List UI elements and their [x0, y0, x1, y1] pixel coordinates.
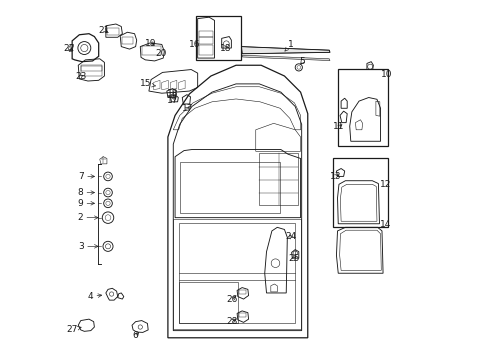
Polygon shape	[243, 55, 330, 60]
Bar	[107, 28, 119, 35]
Bar	[81, 66, 101, 71]
Bar	[199, 45, 213, 55]
Text: 27: 27	[67, 325, 81, 334]
Bar	[81, 64, 101, 76]
Bar	[199, 31, 213, 37]
Text: 7: 7	[78, 172, 95, 181]
Text: 13: 13	[330, 172, 341, 181]
Text: 28: 28	[227, 317, 238, 326]
Text: 1: 1	[285, 40, 294, 51]
Text: 16: 16	[189, 40, 200, 49]
Text: 10: 10	[381, 70, 392, 79]
Text: 11: 11	[333, 122, 344, 131]
Text: 12: 12	[380, 180, 391, 189]
Text: 22: 22	[64, 44, 75, 53]
Bar	[199, 37, 213, 44]
Text: 3: 3	[78, 242, 98, 251]
Text: 8: 8	[77, 188, 95, 197]
Bar	[333, 158, 389, 226]
Bar	[122, 37, 133, 44]
Text: 2: 2	[77, 213, 98, 222]
Text: 23: 23	[75, 72, 86, 81]
Text: 18: 18	[220, 44, 231, 53]
Bar	[338, 69, 389, 146]
Text: 4: 4	[87, 292, 102, 301]
Text: 18: 18	[167, 89, 178, 98]
Bar	[239, 313, 246, 318]
Text: 14: 14	[380, 220, 391, 229]
Text: 24: 24	[285, 232, 296, 241]
Text: 20: 20	[155, 49, 167, 58]
Text: 17: 17	[167, 96, 178, 105]
Text: 5: 5	[299, 57, 305, 66]
Text: 15: 15	[140, 80, 155, 89]
Text: 21: 21	[99, 26, 110, 35]
Polygon shape	[242, 46, 330, 54]
Bar	[143, 46, 161, 55]
Bar	[239, 290, 246, 294]
Bar	[196, 17, 241, 59]
Text: 25: 25	[288, 255, 299, 264]
Text: 6: 6	[133, 332, 139, 341]
Text: 17: 17	[182, 104, 194, 113]
Text: 9: 9	[77, 199, 95, 208]
Text: 26: 26	[227, 294, 238, 303]
Text: 19: 19	[146, 39, 157, 48]
